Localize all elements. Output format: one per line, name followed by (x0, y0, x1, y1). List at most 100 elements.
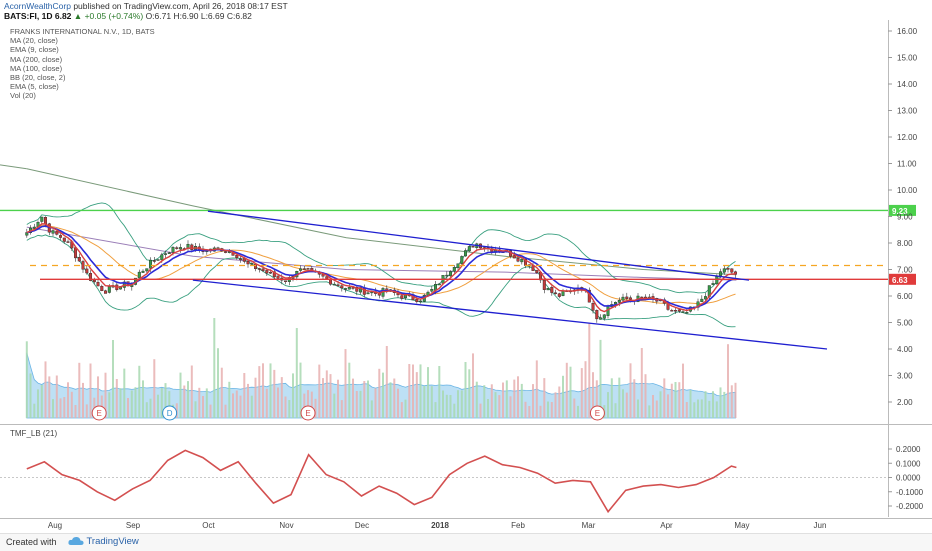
ohlc-values: O:6.71 H:6.90 L:6.69 C:6.82 (145, 11, 252, 21)
volume-bar (655, 400, 658, 418)
volume-bar (610, 378, 613, 418)
candle-body (257, 268, 261, 270)
axis-price-tag-label: 9.23 (892, 207, 908, 216)
time-tick-label: Oct (202, 521, 215, 530)
candle-body (238, 258, 242, 260)
volume-bar (314, 398, 317, 418)
legend-bb[interactable]: BB (20, close, 2) (10, 73, 66, 83)
volume-bar (502, 382, 504, 418)
candle-body (614, 302, 618, 305)
legend-ma20[interactable]: MA (20, close) (10, 36, 58, 46)
candle-body (167, 252, 171, 254)
volume-bar (239, 395, 242, 418)
volume-bar (404, 399, 407, 418)
candle-layer (25, 216, 738, 323)
axis-layer: 16.00 15.00 14.00 13.00 12.00 11.00 10.00 9.00 8… (10, 27, 924, 530)
volume-bar (382, 372, 384, 418)
author-link[interactable]: AcornWealthCorp (4, 1, 71, 11)
tmf-layer (0, 449, 888, 514)
legend-ma200[interactable]: MA (200, close) (10, 54, 63, 64)
volume-bar (558, 386, 561, 418)
candle-body (59, 235, 63, 238)
legend-vol[interactable]: Vol (20) (10, 91, 36, 101)
volume-bar (719, 387, 722, 418)
legend-title: FRANKS INTERNATIONAL N.V., 1D, BATS (10, 27, 155, 36)
tmf-pane-title: TMF_LB (21) (10, 429, 57, 438)
tmf-tick-label: -0.2000 (896, 502, 924, 511)
candle-body (670, 310, 674, 312)
volume-bar (359, 390, 362, 418)
ema5-line (26, 223, 736, 313)
candle-body (269, 272, 273, 274)
volume-layer (25, 318, 737, 419)
volume-bar (243, 373, 246, 418)
volume-bar (700, 399, 703, 418)
candle-body (430, 289, 434, 292)
earnings-marker[interactable] (300, 405, 316, 421)
volume-bar (592, 372, 594, 418)
volume-bar (472, 353, 474, 418)
legend-ma100[interactable]: MA (100, close) (10, 63, 63, 73)
volume-bar (490, 384, 493, 418)
volume-bar (663, 378, 666, 418)
legend-ema9[interactable]: EMA (9, close) (10, 45, 59, 55)
volume-bar (565, 362, 568, 418)
volume-bar (108, 392, 111, 418)
earnings-marker[interactable] (91, 405, 107, 421)
volume-bar (389, 382, 392, 418)
candle-body (148, 259, 152, 269)
symbol-label: BATS:FI, 1D (4, 11, 53, 21)
candle-body (284, 280, 288, 282)
candle-body (599, 317, 603, 320)
volume-bar (483, 385, 486, 418)
volume-bar (138, 365, 141, 418)
volume-bar (453, 403, 456, 418)
candle-body (602, 314, 606, 319)
earnings-marker[interactable] (589, 405, 605, 421)
tradingview-brand[interactable]: TradingView (68, 536, 139, 547)
dividend-marker[interactable] (162, 405, 178, 421)
volume-bar (397, 388, 399, 418)
volume-bar (468, 369, 471, 418)
candle-body (336, 284, 340, 286)
volume-bar (337, 379, 339, 418)
legend-ema5[interactable]: EMA (5, close) (10, 82, 59, 92)
candle-body (561, 291, 565, 296)
candle-body (306, 268, 310, 270)
candle-body (557, 293, 561, 297)
volume-bar (693, 402, 696, 418)
candle-body (178, 247, 182, 250)
tmf-tick-label: 0.2000 (896, 445, 921, 454)
channel-upper-line[interactable] (207, 210, 750, 281)
price-tick-label: 5.00 (897, 319, 913, 328)
channel-lower-line[interactable] (192, 279, 828, 350)
candle-body (265, 270, 269, 274)
volume-bar (258, 366, 261, 418)
volume-bar (262, 363, 264, 418)
price-tick-label: 7.00 (897, 266, 913, 275)
axis-price-tag (889, 204, 916, 216)
candle-body (464, 250, 468, 257)
candle-body (445, 274, 449, 277)
volume-bar (153, 359, 156, 418)
volume-bar (44, 361, 47, 418)
candle-body (704, 296, 708, 300)
volume-bar (509, 396, 512, 418)
volume-bar (363, 381, 366, 418)
price-tick-label: 8.00 (897, 239, 913, 248)
volume-bar (340, 400, 343, 418)
candle-body (175, 247, 179, 249)
volume-bar (209, 404, 212, 418)
candle-body (96, 282, 100, 287)
candle-body (44, 216, 48, 225)
volume-bar (115, 379, 118, 418)
created-with-text: Created with (6, 537, 57, 547)
ma100-line (26, 226, 737, 281)
candle-body (250, 263, 254, 265)
volume-ma-area (26, 352, 736, 419)
candle-body (325, 276, 329, 279)
candle-body (512, 255, 516, 259)
volume-bar (85, 404, 88, 418)
